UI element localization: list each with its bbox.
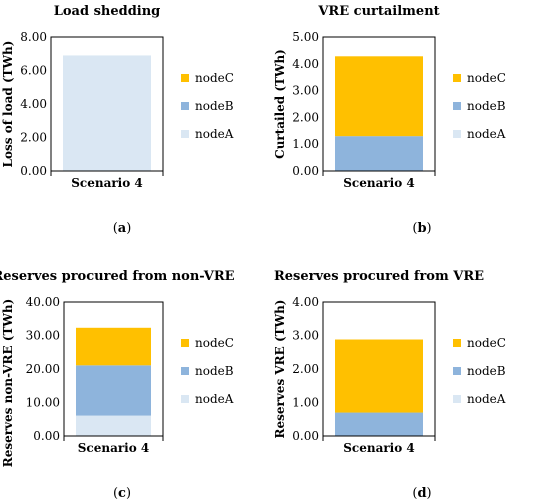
legend-swatch-nodeA bbox=[453, 130, 461, 138]
caption-part: d bbox=[417, 486, 426, 501]
bar-segment-nodeB bbox=[76, 365, 151, 416]
caption-part: ( bbox=[113, 221, 118, 236]
caption-part: ( bbox=[412, 221, 417, 236]
y-tick-label: 0.00 bbox=[292, 164, 319, 178]
y-tick-label: 2.00 bbox=[292, 110, 319, 124]
y-axis-label: Loss of load (TWh) bbox=[1, 41, 15, 168]
legend-swatch-nodeC bbox=[181, 74, 189, 82]
bar-segment-nodeC bbox=[335, 56, 423, 137]
legend-swatch-nodeC bbox=[453, 74, 461, 82]
plot-frame bbox=[322, 301, 436, 437]
legend-label-nodeA: nodeA bbox=[195, 127, 234, 141]
legend-label-nodeC: nodeC bbox=[195, 71, 234, 85]
y-tick-label: 4.00 bbox=[292, 57, 319, 71]
caption-part: ( bbox=[113, 486, 118, 501]
chart-title: VRE curtailment bbox=[317, 4, 439, 19]
bar-segment-nodeB bbox=[335, 412, 423, 436]
y-tick-label: 6.00 bbox=[20, 64, 47, 78]
y-tick-label: 30.00 bbox=[26, 329, 60, 343]
legend-label-nodeC: nodeC bbox=[467, 71, 506, 85]
y-tick-label: 8.00 bbox=[20, 30, 47, 44]
legend-label-nodeB: nodeB bbox=[195, 99, 234, 113]
legend-label-nodeB: nodeB bbox=[195, 364, 234, 378]
legend-swatch-nodeA bbox=[181, 130, 189, 138]
chart-title: Load shedding bbox=[54, 4, 161, 19]
legend-label-nodeA: nodeA bbox=[467, 392, 506, 406]
caption-part: ) bbox=[427, 486, 432, 501]
legend-label-nodeA: nodeA bbox=[195, 392, 234, 406]
bar-segment-nodeA bbox=[63, 55, 151, 171]
y-tick-label: 10.00 bbox=[26, 396, 60, 410]
y-tick-label: 40.00 bbox=[26, 295, 60, 309]
caption-part: ) bbox=[126, 221, 131, 236]
legend-label-nodeB: nodeB bbox=[467, 364, 506, 378]
x-category-label: Scenario 4 bbox=[343, 441, 415, 455]
y-tick-label: 4.00 bbox=[20, 97, 47, 111]
chart-title: Reserves procured from VRE bbox=[274, 269, 484, 284]
caption-part: a bbox=[118, 221, 127, 236]
caption-part: c bbox=[118, 486, 126, 501]
y-tick-label: 1.00 bbox=[292, 137, 319, 151]
y-tick-label: 3.00 bbox=[292, 329, 319, 343]
y-tick-label: 2.00 bbox=[20, 131, 47, 145]
chart-title: Reserves procured from non-VRE bbox=[0, 269, 235, 284]
bar-segment-nodeC bbox=[335, 339, 423, 413]
y-tick-label: 0.00 bbox=[292, 429, 319, 443]
bar-segment-nodeA bbox=[76, 415, 151, 436]
y-tick-label: 1.00 bbox=[292, 396, 319, 410]
legend-swatch-nodeB bbox=[453, 102, 461, 110]
bar-segment-nodeC bbox=[76, 327, 151, 366]
panel-caption: (a) bbox=[113, 221, 132, 236]
plot-frame bbox=[50, 36, 164, 172]
panel-caption: (c) bbox=[113, 486, 131, 501]
y-tick-label: 5.00 bbox=[292, 30, 319, 44]
y-tick-label: 2.00 bbox=[292, 362, 319, 376]
x-category-label: Scenario 4 bbox=[78, 441, 150, 455]
legend-swatch-nodeA bbox=[181, 395, 189, 403]
caption-part: ) bbox=[427, 221, 432, 236]
x-category-label: Scenario 4 bbox=[343, 176, 415, 190]
legend-swatch-nodeB bbox=[453, 367, 461, 375]
legend-label-nodeB: nodeB bbox=[467, 99, 506, 113]
y-axis-label: Reserves non-VRE (TWh) bbox=[1, 299, 15, 468]
y-axis-label: Curtailed (TWh) bbox=[273, 49, 287, 159]
panel-caption: (d) bbox=[412, 486, 431, 501]
legend-label-nodeC: nodeC bbox=[467, 336, 506, 350]
legend-swatch-nodeC bbox=[181, 339, 189, 347]
y-axis-label: Reserves VRE (TWh) bbox=[273, 300, 287, 439]
plot-frame bbox=[63, 301, 164, 437]
caption-part: ( bbox=[412, 486, 417, 501]
legend-swatch-nodeC bbox=[453, 339, 461, 347]
y-tick-label: 3.00 bbox=[292, 84, 319, 98]
legend-label-nodeC: nodeC bbox=[195, 336, 234, 350]
y-tick-label: 4.00 bbox=[292, 295, 319, 309]
panel-caption: (b) bbox=[412, 221, 431, 236]
caption-part: ) bbox=[126, 486, 131, 501]
legend-swatch-nodeB bbox=[181, 367, 189, 375]
y-tick-label: 0.00 bbox=[33, 429, 60, 443]
y-tick-label: 0.00 bbox=[20, 164, 47, 178]
caption-part: b bbox=[417, 221, 426, 236]
legend-swatch-nodeB bbox=[181, 102, 189, 110]
legend-label-nodeA: nodeA bbox=[467, 127, 506, 141]
y-tick-label: 20.00 bbox=[26, 362, 60, 376]
legend-swatch-nodeA bbox=[453, 395, 461, 403]
x-category-label: Scenario 4 bbox=[71, 176, 143, 190]
plot-frame bbox=[322, 36, 436, 172]
bar-segment-nodeB bbox=[335, 136, 423, 171]
